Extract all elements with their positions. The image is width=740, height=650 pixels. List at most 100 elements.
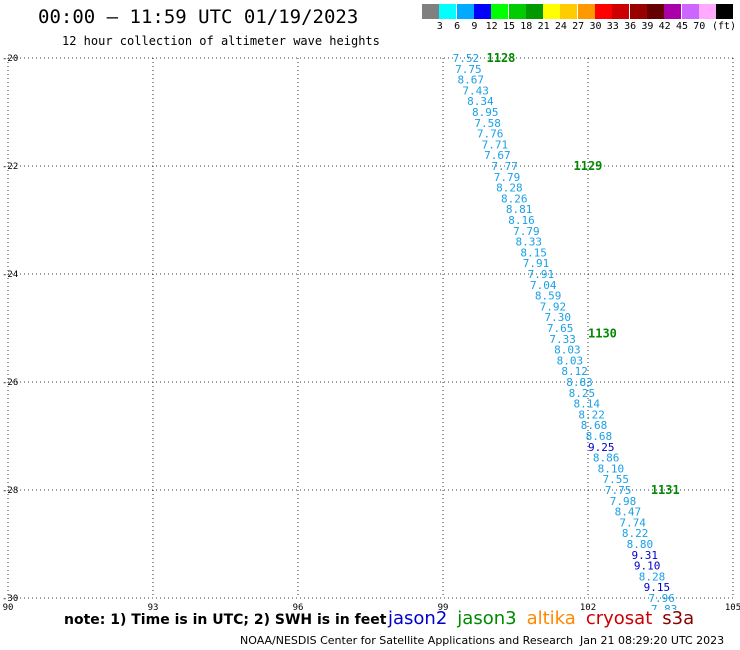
legend-swatch — [664, 4, 682, 19]
legend-swatch — [560, 4, 578, 19]
legend-swatch — [422, 4, 439, 19]
y-tick-label: -22 — [2, 162, 18, 172]
wave-height-plot: 90 93 96 99 102 105-20-22-24-26-28-307.527.75… — [2, 51, 740, 610]
pass-number-label: 1131 — [651, 483, 680, 497]
x-tick-label: 96 — [293, 603, 304, 610]
legend-label: 21 — [537, 21, 550, 32]
wave-height-value: 8.03 — [554, 344, 581, 357]
legend-label: 39 — [641, 21, 654, 32]
wave-height-value: 8.28 — [639, 570, 666, 583]
wave-height-value: 8.47 — [615, 506, 642, 519]
legend-label: 9 — [471, 21, 478, 32]
legend-swatch — [612, 4, 630, 19]
generated-timestamp: Jan 21 08:29:20 UTC 2023 — [580, 634, 725, 647]
credit-line: NOAA/NESDIS Center for Satellite Applica… — [240, 634, 574, 647]
legend-swatch — [629, 4, 647, 19]
x-tick-label: 90 — [3, 603, 14, 610]
legend-swatch — [508, 4, 526, 19]
wave-height-value: 8.80 — [627, 538, 654, 551]
chart-subtitle: 12 hour collection of altimeter wave hei… — [62, 34, 380, 48]
y-tick-label: -28 — [2, 486, 18, 496]
wave-height-value: 8.33 — [516, 236, 543, 249]
wave-height-value: 7.58 — [474, 117, 501, 130]
legend-swatch — [646, 4, 664, 19]
wave-height-value: 8.28 — [496, 182, 522, 195]
wave-height-value: 8.34 — [467, 95, 494, 108]
x-tick-label: 102 — [580, 603, 596, 610]
wave-height-value: 7.04 — [530, 279, 557, 292]
wave-height-value: 7.92 — [540, 300, 567, 313]
satellite-cryosat: cryosat — [585, 608, 653, 629]
wave-height-value: 7.71 — [482, 138, 509, 151]
wave-height-value: 8.59 — [535, 290, 562, 303]
x-tick-label: 99 — [438, 603, 449, 610]
wave-height-value: 8.22 — [578, 408, 605, 421]
legend-unit: (ft) — [712, 21, 737, 32]
pass-number-label: 1128 — [487, 51, 516, 65]
wave-height-value: 7.91 — [528, 268, 555, 281]
wave-height-value: 7.75 — [455, 63, 482, 76]
legend-swatch — [543, 4, 561, 19]
legend-label: 24 — [554, 21, 567, 32]
satellite-jason2: jason2 — [388, 608, 448, 629]
wave-height-value: 8.10 — [598, 462, 625, 475]
wave-height-value: 8.15 — [520, 246, 547, 259]
legend-label: 6 — [454, 21, 461, 32]
wave-height-value: 8.67 — [458, 74, 485, 87]
legend-swatch — [491, 4, 509, 19]
legend-swatch — [681, 4, 699, 19]
satellite-s3a: s3a — [662, 608, 695, 629]
legend-label: 30 — [589, 21, 602, 32]
wave-height-value: 8.68 — [586, 430, 613, 443]
wave-height-value: 7.74 — [619, 516, 646, 529]
x-tick-label: 93 — [148, 603, 159, 610]
y-tick-label: -30 — [2, 594, 18, 604]
legend-label: 18 — [520, 21, 533, 32]
wave-height-value: 7.98 — [610, 495, 637, 508]
wave-height-value: 7.55 — [603, 473, 630, 486]
wave-height-value: 9.31 — [632, 549, 659, 562]
wave-height-value: 8.83 — [566, 376, 593, 389]
satellite-jason3: jason3 — [457, 608, 517, 629]
wave-height-value: 9.10 — [634, 560, 661, 573]
legend-label: 45 — [675, 21, 689, 32]
wave-height-value: 8.26 — [501, 192, 528, 205]
y-tick-label: -24 — [2, 270, 18, 280]
wave-height-value: 7.33 — [549, 333, 576, 346]
legend-swatch — [577, 4, 595, 19]
satellite-altika: altika — [526, 608, 576, 629]
wave-height-value: 7.52 — [453, 52, 480, 65]
y-tick-label: -26 — [2, 378, 18, 388]
legend-swatch — [456, 4, 474, 19]
wave-height-value: 7.76 — [477, 128, 504, 141]
wave-height-value: 8.03 — [557, 354, 584, 367]
legend-label: 42 — [658, 21, 671, 32]
wave-height-value: 7.67 — [484, 149, 511, 162]
wave-height-value: 8.22 — [622, 527, 649, 540]
wave-height-value: 7.83 — [651, 603, 678, 610]
x-tick-label: 105 — [725, 603, 740, 610]
wave-height-value: 8.95 — [472, 106, 499, 119]
legend-label: 33 — [606, 21, 619, 32]
wave-height-value: 9.15 — [644, 581, 671, 594]
pass-number-label: 1130 — [588, 326, 617, 340]
y-tick-label: -20 — [2, 54, 18, 64]
wave-height-value: 7.79 — [494, 171, 521, 184]
wave-height-value: 7.75 — [605, 484, 632, 497]
legend-swatch — [439, 4, 457, 19]
wave-height-value: 7.79 — [513, 225, 540, 238]
legend-swatch — [595, 4, 612, 19]
wave-height-value: 9.25 — [588, 441, 615, 454]
wave-height-value: 8.86 — [593, 452, 620, 465]
wave-height-value: 8.68 — [581, 419, 608, 432]
legend-label: 27 — [572, 21, 585, 32]
wave-height-value: 8.25 — [569, 387, 596, 400]
legend-swatch — [525, 4, 543, 19]
wave-height-value: 7.96 — [648, 592, 675, 605]
legend-swatch — [473, 4, 491, 19]
wave-height-value: 7.65 — [547, 322, 574, 335]
footer-note: note: 1) Time is in UTC; 2) SWH is in fe… — [64, 612, 387, 628]
legend-label: 15 — [502, 21, 516, 32]
satellite-legend: jason2 jason3 altika cryosat s3a — [388, 608, 704, 629]
wave-height-value: 7.77 — [491, 160, 518, 173]
